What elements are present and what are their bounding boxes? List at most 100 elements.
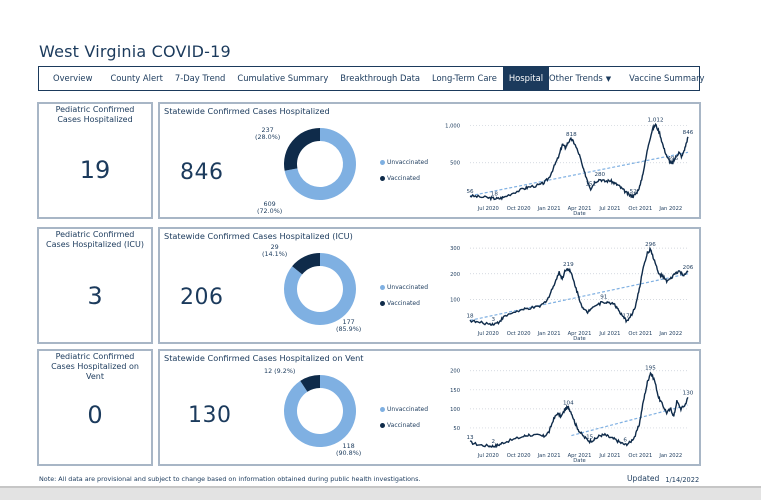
nav-tab-7-day-trend[interactable]: 7-Day Trend — [169, 67, 231, 90]
donut-label-unvaccinated: 118 (90.8%) — [336, 443, 361, 457]
statewide-card: Statewide Confirmed Cases Hospitalized 84… — [158, 102, 701, 219]
data-label: 18 — [466, 313, 474, 319]
y-tick-label: 500 — [450, 161, 460, 167]
legend-dot-icon — [380, 423, 385, 428]
data-label: 6 — [623, 438, 627, 444]
pediatric-card-title: Pediatric Confirmed Cases Hospitalized (… — [46, 230, 144, 249]
donut-chart — [284, 128, 356, 200]
data-label: 496 — [667, 156, 678, 162]
pediatric-card-title: Pediatric Confirmed Cases Hospitalized — [55, 105, 135, 124]
legend-item-vaccinated[interactable]: Vaccinated — [380, 175, 428, 182]
legend-label: Unvaccinated — [387, 284, 429, 291]
pediatric-card-value: 3 — [87, 282, 103, 310]
legend-item-vaccinated[interactable]: Vaccinated — [380, 422, 428, 429]
nav-tab-label: Hospital — [508, 73, 544, 83]
statewide-card-value: 206 — [180, 285, 224, 310]
data-label: 296 — [645, 242, 656, 248]
donut-label-pct: (90.8%) — [336, 449, 362, 457]
nav-tab-county-alert[interactable]: County Alert — [104, 67, 168, 90]
x-tick-label: Apr 2021 — [568, 206, 592, 212]
donut-label-count: 118 — [342, 442, 355, 450]
statewide-card-title: Statewide Confirmed Cases Hospitalized — [164, 106, 330, 116]
legend-item-unvaccinated[interactable]: Unvaccinated — [380, 159, 428, 166]
donut-slice-unvaccinated[interactable] — [284, 128, 356, 200]
donut-label-count: 609 — [263, 200, 276, 208]
donut-label-count: 12 (9.2%) — [264, 367, 296, 375]
donut-chart — [284, 375, 356, 447]
data-label: 17 — [623, 314, 631, 320]
statewide-card-value: 846 — [180, 160, 224, 185]
data-label: 13 — [466, 435, 474, 441]
x-tick-label: Jul 2021 — [598, 206, 620, 212]
nav-tab-overview[interactable]: Overview — [47, 67, 98, 90]
y-tick-label: 1,000 — [445, 123, 460, 129]
series-line — [469, 122, 689, 202]
nav-tab-vaccine-summary[interactable]: Vaccine Summary — [623, 67, 710, 90]
statewide-card: Statewide Confirmed Cases Hospitalized (… — [158, 227, 701, 344]
donut-label-pct: (72.0%) — [257, 207, 283, 215]
nav-tab-hospital[interactable]: Hospital — [502, 67, 550, 90]
x-tick-label: Jul 2021 — [598, 331, 620, 337]
x-axis-title: Date — [573, 211, 585, 217]
legend-dot-icon — [380, 301, 385, 306]
donut-label-vaccinated: 12 (9.2%) — [264, 368, 295, 375]
legend-dot-icon — [380, 407, 385, 412]
pediatric-card: Pediatric Confirmed Cases Hospitalized (… — [37, 227, 153, 344]
donut-slice-vaccinated[interactable] — [284, 128, 320, 171]
nav-tab-label: County Alert — [110, 73, 163, 83]
pediatric-card: Pediatric Confirmed Cases Hospitalized 19 — [37, 102, 153, 219]
trend-chart: 500 1,000 Jul 2020 Oct 2020 Jan 2021 Apr 2021… — [445, 118, 694, 217]
legend-item-unvaccinated[interactable]: Unvaccinated — [380, 284, 428, 291]
x-tick-label: Jul 2021 — [598, 453, 620, 459]
nav-tab-breakthrough-data[interactable]: Breakthrough Data — [334, 67, 426, 90]
data-label: 15 — [586, 434, 594, 440]
x-tick-label: Jan 2022 — [658, 331, 682, 337]
legend-dot-icon — [380, 160, 385, 165]
trend-line — [469, 151, 689, 197]
data-label: 1,012 — [648, 118, 664, 124]
pediatric-card-value: 19 — [79, 156, 111, 184]
legend-item-unvaccinated[interactable]: Unvaccinated — [380, 406, 428, 413]
caret-down-icon[interactable]: ▼ — [605, 75, 612, 83]
data-label: 18 — [491, 192, 499, 198]
x-tick-label: Oct 2020 — [507, 331, 531, 337]
donut-slice-vaccinated[interactable] — [300, 375, 320, 392]
nav-tab-cumulative-summary[interactable]: Cumulative Summary — [231, 67, 334, 90]
donut-slice-unvaccinated[interactable] — [284, 253, 356, 325]
donut-label-unvaccinated: 177 (85.9%) — [336, 319, 361, 333]
donut-slice-unvaccinated[interactable] — [284, 375, 356, 447]
bottom-scrollbar[interactable] — [0, 486, 761, 500]
nav-tab-other-trends[interactable]: Other Trends ▼ — [543, 67, 617, 90]
donut-label-count: 177 — [342, 318, 355, 326]
legend-label: Unvaccinated — [387, 159, 429, 166]
series-line — [469, 246, 689, 326]
donut-label-count: 29 — [270, 243, 279, 251]
pediatric-card-title: Pediatric Confirmed Cases Hospitalized o… — [51, 352, 139, 381]
nav-tab-label: Long-Term Care — [432, 73, 497, 83]
trend-chart: 50 100 150 200 Jul 2020 Oct 2020 Jan 2021 Apr 2… — [450, 366, 694, 464]
x-tick-label: Jan 2021 — [537, 206, 561, 212]
legend-label: Unvaccinated — [387, 406, 429, 413]
donut-legend: Unvaccinated Vaccinated — [380, 284, 428, 316]
donut-label-pct: (14.1%) — [262, 250, 288, 258]
legend-item-vaccinated[interactable]: Vaccinated — [380, 300, 428, 307]
data-label: 2 — [492, 439, 496, 445]
y-tick-label: 300 — [450, 246, 460, 252]
nav-tab-label: Vaccine Summary — [629, 73, 705, 83]
x-tick-label: Apr 2021 — [568, 331, 592, 337]
donut-slice-vaccinated[interactable] — [292, 253, 320, 275]
x-tick-label: Jan 2021 — [537, 331, 561, 337]
y-tick-label: 200 — [450, 272, 460, 278]
y-tick-label: 100 — [450, 297, 460, 303]
data-label: 104 — [563, 400, 574, 406]
data-label: 219 — [563, 262, 574, 268]
donut-label-count: 237 — [261, 126, 274, 134]
y-tick-label: 150 — [450, 388, 460, 394]
statewide-card: Statewide Confirmed Cases Hospitalized o… — [158, 349, 701, 466]
data-label: 206 — [683, 265, 694, 271]
data-label: 91 — [600, 295, 608, 301]
data-label: 151 — [585, 182, 596, 188]
data-label: 846 — [683, 130, 694, 136]
nav-bar: Overview County Alert 7-Day Trend Cumulativ… — [38, 66, 705, 91]
nav-tab-long-term-care[interactable]: Long-Term Care — [426, 67, 503, 90]
